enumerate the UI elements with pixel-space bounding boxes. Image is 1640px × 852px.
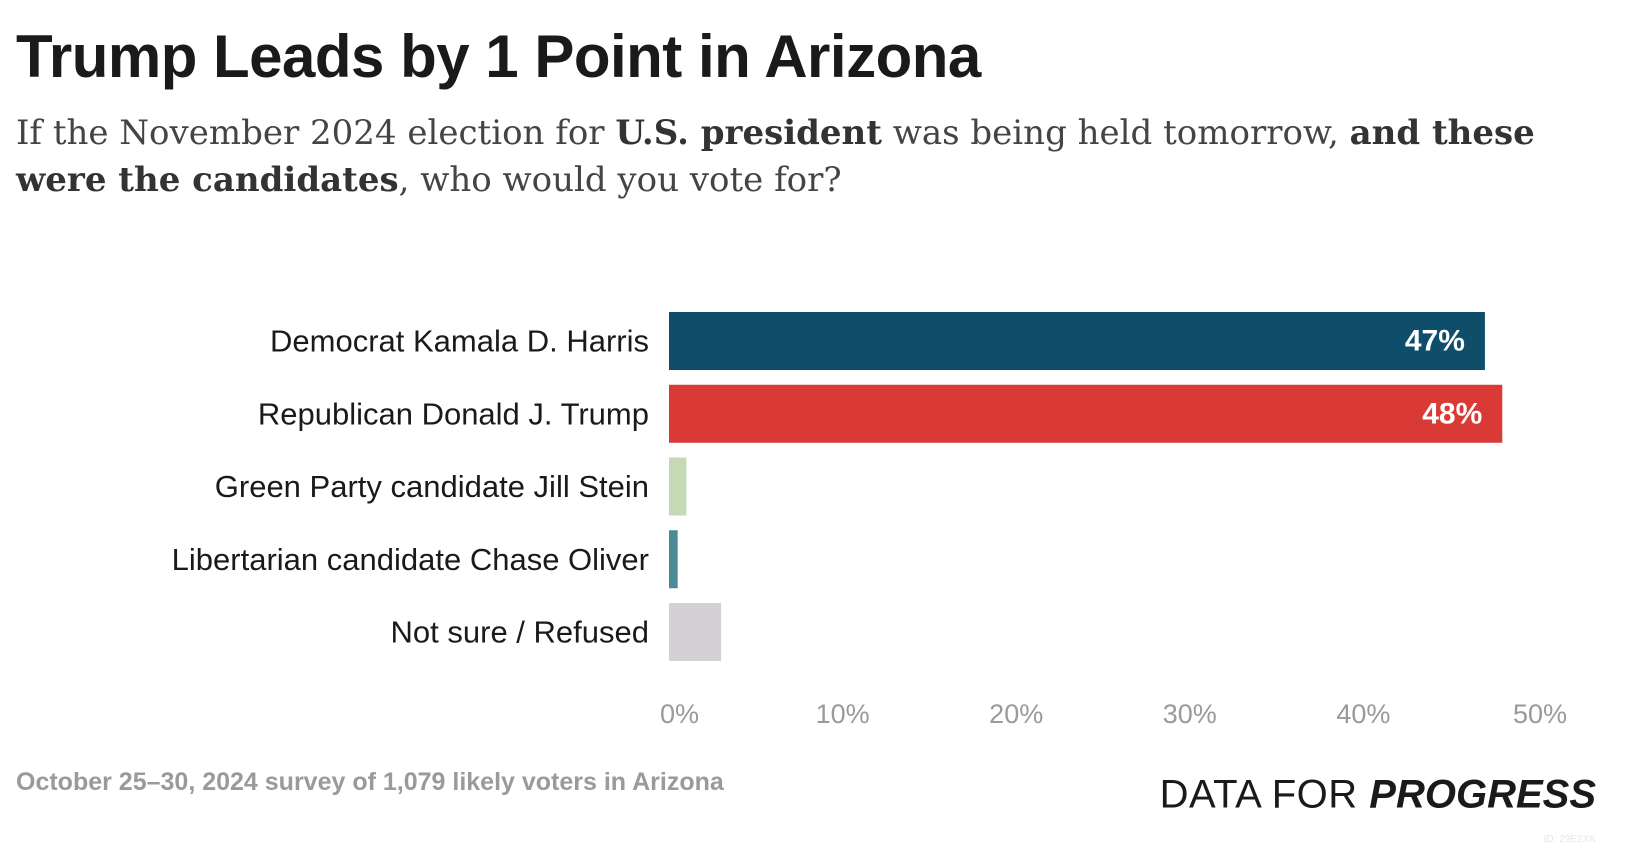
brand-name-bold: PROGRESS <box>1369 772 1596 817</box>
bar <box>669 603 722 661</box>
category-label: Libertarian candidate Chase Oliver <box>172 542 649 577</box>
value-label: 47% <box>1405 325 1465 358</box>
chart-id: ID: 29E2XK <box>1543 834 1596 845</box>
bar <box>669 384 1503 443</box>
x-tick-label: 50% <box>1513 699 1567 729</box>
subtitle-part-4: , who would you vote for? <box>398 160 842 200</box>
x-tick-label: 20% <box>989 699 1043 729</box>
category-label: Democrat Kamala D. Harris <box>270 324 649 359</box>
subtitle-part-3: and these were the candidates <box>16 113 1535 200</box>
source-note: October 25–30, 2024 survey of 1,079 like… <box>16 768 724 796</box>
bar <box>669 457 687 516</box>
brand-name: DATA FOR PROGRESS <box>1160 773 1596 818</box>
chart-title: Trump Leads by 1 Point in Arizona <box>16 23 981 90</box>
category-label: Republican Donald J. Trump <box>258 396 649 431</box>
x-tick-label: 0% <box>660 699 699 729</box>
x-tick-label: 40% <box>1336 699 1390 729</box>
category-label: Not sure / Refused <box>391 615 649 650</box>
subtitle-part-2: was being held tomorrow, <box>881 113 1350 153</box>
x-tick-label: 10% <box>816 699 870 729</box>
bar <box>669 312 1485 370</box>
value-label: 48% <box>1422 397 1482 430</box>
subtitle-part-0: If the November 2024 election for <box>16 113 616 153</box>
chart-subtitle: If the November 2024 election for U.S. p… <box>16 110 1576 204</box>
brand-name-light: DATA FOR <box>1159 772 1370 817</box>
bar <box>669 530 678 589</box>
brand-logo: DATA FOR PROGRESS <box>1160 773 1596 818</box>
x-tick-label: 30% <box>1163 699 1217 729</box>
category-label: Green Party candidate Jill Stein <box>215 469 649 504</box>
subtitle-part-1: U.S. president <box>615 113 882 153</box>
